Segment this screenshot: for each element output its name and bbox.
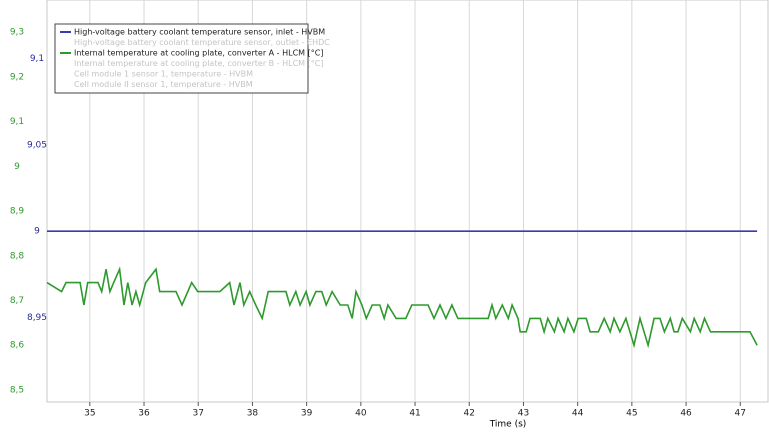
y2-tick-label: 8,95 bbox=[27, 313, 47, 323]
y-tick-label: 9 bbox=[14, 162, 20, 172]
legend: High-voltage battery coolant temperature… bbox=[54, 23, 330, 94]
legend-label: Internal temperature at cooling plate, c… bbox=[74, 59, 323, 68]
x-tick-label: 41 bbox=[409, 409, 420, 419]
x-tick-label: 36 bbox=[138, 409, 150, 419]
x-tick-label: 42 bbox=[464, 409, 475, 419]
x-tick-label: 39 bbox=[301, 409, 313, 419]
legend-label: Cell module 1 sensor 1, temperature - HV… bbox=[74, 70, 253, 79]
legend-label: Internal temperature at cooling plate, c… bbox=[74, 49, 323, 58]
legend-label: Cell module II sensor 1, temperature - H… bbox=[74, 80, 253, 89]
legend-label: High-voltage battery coolant temperature… bbox=[74, 38, 330, 47]
x-tick-label: 46 bbox=[680, 409, 692, 419]
legend-label: High-voltage battery coolant temperature… bbox=[74, 28, 325, 37]
x-axis-label: Time (s) bbox=[489, 420, 527, 430]
x-tick-label: 40 bbox=[355, 409, 367, 419]
x-tick-label: 37 bbox=[193, 409, 204, 419]
x-tick-label: 43 bbox=[518, 409, 529, 419]
y-tick-label: 8,6 bbox=[10, 341, 25, 351]
y-tick-label: 9,2 bbox=[10, 72, 24, 82]
series-line bbox=[46, 266, 758, 349]
y-tick-label: 8,7 bbox=[10, 296, 24, 306]
x-tick-label: 47 bbox=[735, 409, 746, 419]
y2-tick-label: 9,05 bbox=[27, 140, 47, 150]
y2-tick-label: 9,1 bbox=[30, 54, 44, 64]
y-tick-label: 8,5 bbox=[10, 385, 24, 395]
legend-box bbox=[54, 23, 309, 94]
x-tick-label: 38 bbox=[247, 409, 259, 419]
y2-tick-label: 9 bbox=[34, 227, 40, 237]
x-tick-label: 44 bbox=[572, 409, 584, 419]
y-tick-label: 8,8 bbox=[10, 251, 25, 261]
y-tick-label: 9,3 bbox=[10, 28, 24, 38]
y-tick-label: 8,9 bbox=[10, 207, 25, 217]
x-tick-label: 35 bbox=[84, 409, 95, 419]
x-tick-label: 45 bbox=[626, 409, 637, 419]
y-tick-label: 9,1 bbox=[10, 117, 24, 127]
